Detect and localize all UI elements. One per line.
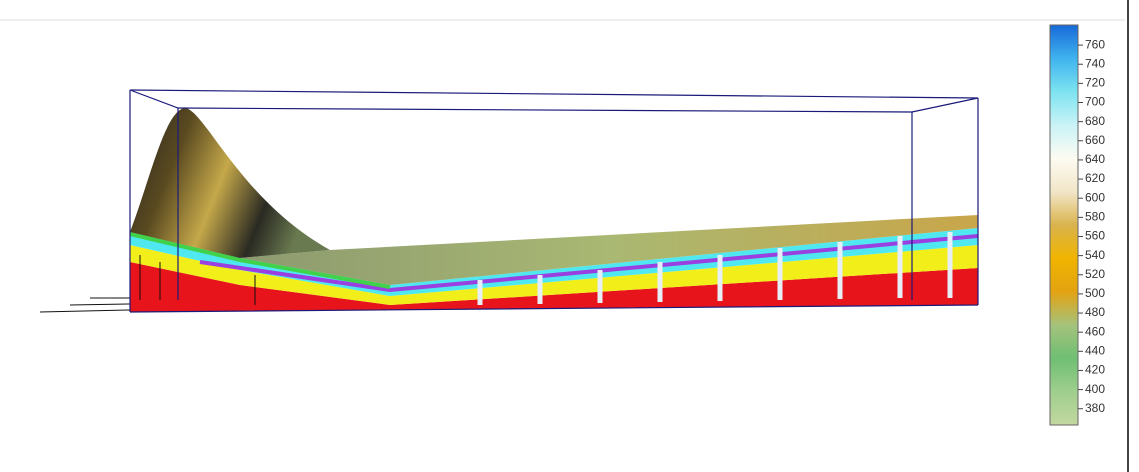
surface (240, 215, 978, 285)
colorbar-tick-label: 560 (1085, 229, 1105, 243)
colorbar-tick-label: 420 (1085, 363, 1105, 377)
layer-green (129, 232, 391, 289)
model-3d (39, 89, 979, 313)
wells (39, 255, 256, 313)
colorbar-tick-label: 620 (1085, 171, 1105, 185)
colorbar-tick-label: 680 (1085, 114, 1105, 128)
colorbar-tick-label: 460 (1085, 324, 1105, 338)
colorbar-tick-label: 760 (1085, 37, 1105, 51)
colorbar-tick-label: 380 (1085, 401, 1105, 415)
bounding-box (129, 89, 979, 313)
layer-yellow (130, 245, 978, 305)
colorbar-tick-label: 520 (1085, 267, 1105, 281)
colorbar-tick-label: 740 (1085, 56, 1105, 70)
colorbar-tick-label: 660 (1085, 133, 1105, 147)
colorbar-tick-label: 600 (1085, 190, 1105, 204)
colorbar-tick-label: 720 (1085, 76, 1105, 90)
colorbar-tick-label: 580 (1085, 210, 1105, 224)
colorbar-tick-label: 700 (1085, 95, 1105, 109)
layer-red (130, 262, 978, 312)
colorbar-tick-label: 440 (1085, 343, 1105, 357)
colorbar-tick-label: 400 (1085, 382, 1105, 396)
peak (130, 108, 330, 258)
stripes (477, 232, 953, 305)
colorbar-tick-label: 500 (1085, 286, 1105, 300)
colorbar-tick-label: 640 (1085, 152, 1105, 166)
colorbar (1049, 24, 1079, 426)
colorbar-tick-label: 480 (1085, 305, 1105, 319)
colorbar-tick-label: 540 (1085, 248, 1105, 262)
